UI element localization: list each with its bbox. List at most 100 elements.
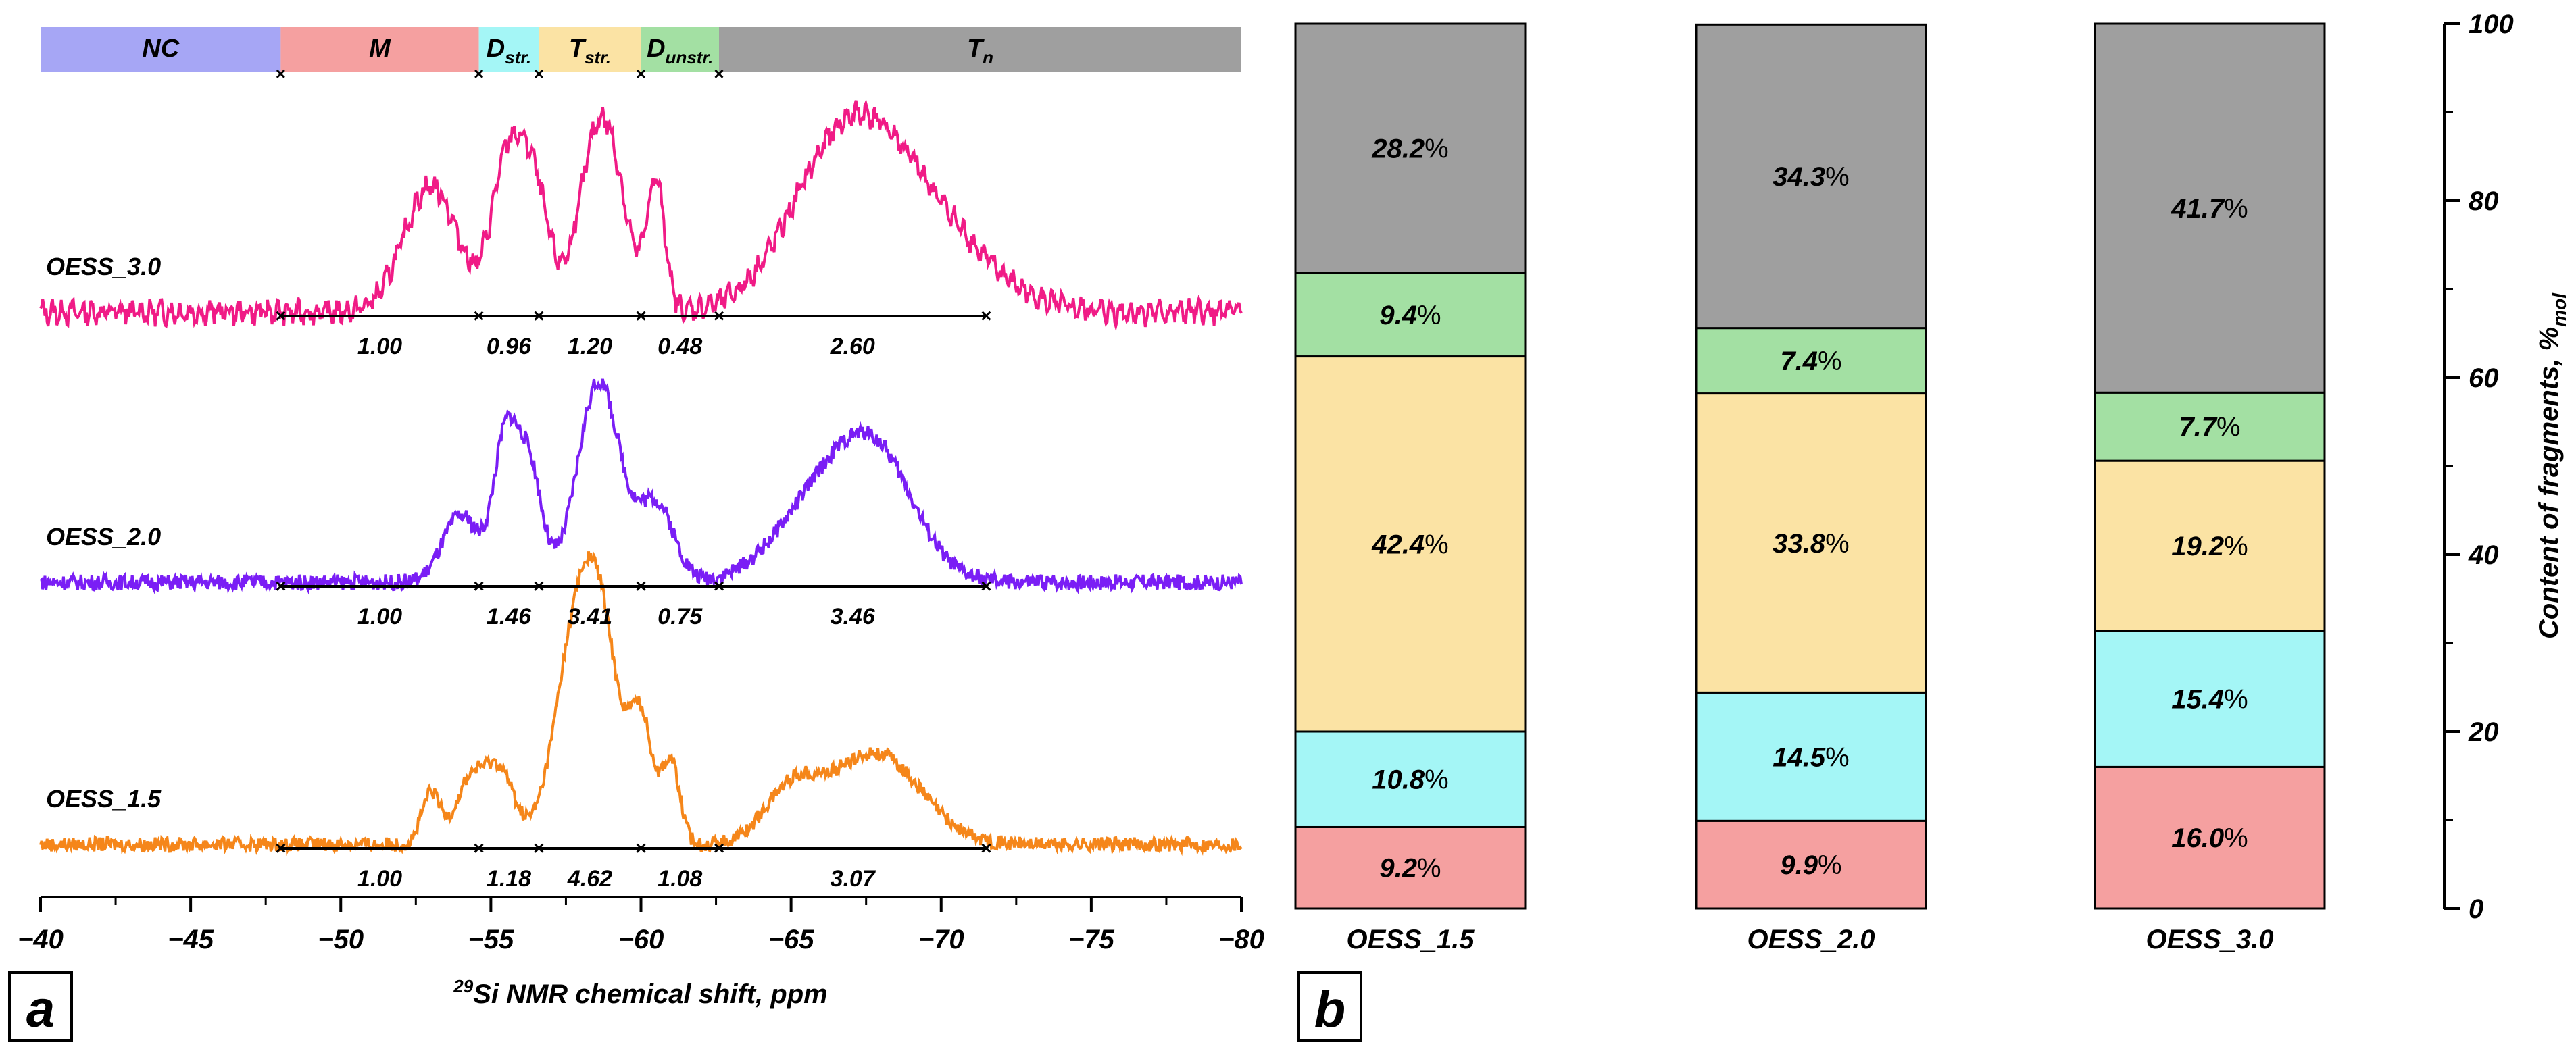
bar-value: 9.9: [1780, 850, 1818, 880]
bar-value: 15.4: [2171, 685, 2224, 715]
y-tick-label-5: 100: [2469, 9, 2514, 39]
y-axis-label-subscript: mol: [2549, 292, 2570, 327]
bar-label-OESS_2.0-D-unstr.: 7.4%: [1780, 347, 1841, 376]
panel-a-label-box: [8, 971, 73, 1042]
region-1-boundary-mark: ×: [276, 63, 286, 84]
bar-OESS_2.0-T-str.: [1695, 392, 1927, 694]
bar-percent-sign: %: [1417, 301, 1441, 330]
bar-label-OESS_2.0-D-str.: 14.5%: [1773, 742, 1849, 772]
integral-value-OESS_1.5-0: 1.00: [357, 866, 402, 892]
category-label-OESS_3.0: OESS_3.0: [2146, 925, 2273, 954]
bar-label-OESS_2.0-Tn: 34.3%: [1773, 162, 1849, 192]
category-labels: OESS_1.5 OESS_2.0 OESS_3.0: [1346, 925, 2273, 954]
panel-b-label-box: [1297, 971, 1362, 1042]
panel-b-label: b: [1314, 981, 1345, 1038]
bar-OESS_1.5-D-unstr.: [1294, 272, 1527, 358]
spectra-lines: [39, 99, 1243, 856]
integration-boundary-OESS_1.5-4: ×: [714, 838, 724, 859]
region-0-band: [41, 27, 281, 72]
bar-value: 7.4: [1780, 347, 1818, 376]
region-3-band: [539, 27, 641, 72]
integral-value-OESS_3.0-3: 0.48: [658, 334, 702, 359]
integration-boundary-OESS_2.0-0: ×: [275, 575, 286, 596]
bar-value: 34.3: [1773, 162, 1825, 192]
region-5-band: [719, 27, 1241, 72]
region-4-name: D: [647, 34, 665, 63]
bar-percent-sign: %: [1825, 162, 1850, 192]
region-3-label: Tstr.: [569, 34, 611, 68]
bar-OESS_1.5-D-str.: [1294, 730, 1527, 828]
integral-value-OESS_2.0-2: 3.41: [568, 604, 612, 630]
bar-label-OESS_3.0-Tn: 41.7%: [2171, 194, 2248, 224]
integration-boundary-OESS_2.0-2: ×: [533, 575, 544, 596]
region-4-boundary-mark: ×: [636, 63, 646, 84]
bar-percent-sign: %: [1825, 742, 1850, 772]
x-tick-label-0: −40: [18, 925, 64, 954]
integral-value-OESS_2.0-4: 3.46: [831, 604, 876, 630]
series-label-OESS_1.5: OESS_1.5: [46, 785, 162, 813]
region-1-band: [280, 27, 479, 72]
integral-value-OESS_3.0-2: 1.20: [568, 334, 612, 359]
bar-label-OESS_3.0-T-str.: 19.2%: [2171, 532, 2248, 561]
y-tick-label-0: 0: [2469, 894, 2483, 924]
bar-OESS_3.0-Tn: [2094, 22, 2326, 394]
bar-OESS_2.0-Tn: [1695, 23, 1927, 330]
region-4-band: [641, 27, 720, 72]
integration-boundary-OESS_3.0-4: ×: [714, 305, 724, 326]
series-labels: OESS_3.0 OESS_2.0 OESS_1.5: [46, 253, 162, 813]
region-4-label: Dunstr.: [647, 34, 713, 68]
integral-value-OESS_2.0-1: 1.46: [487, 604, 532, 630]
integration-boundary-OESS_2.0-5: ×: [981, 575, 991, 596]
integration-boundary-OESS_2.0-1: ×: [473, 575, 484, 596]
region-2-subscript: str.: [505, 47, 531, 68]
bar-value: 9.2: [1379, 854, 1417, 884]
panel-a-label: a: [26, 981, 55, 1038]
panel-a-spectra: NC M×Dstr.×Tstr.×Dunstr.×Tn× × × × × × ×1.00 0.…: [8, 27, 1264, 1042]
bar-label-OESS_1.5-Tn: 28.2%: [1371, 134, 1448, 164]
category-label-OESS_1.5: OESS_1.5: [1346, 925, 1475, 954]
bar-percent-sign: %: [2224, 532, 2248, 561]
integration-boundary-OESS_2.0-4: ×: [714, 575, 724, 596]
region-2-boundary-mark: ×: [474, 63, 484, 84]
integration-boundary-OESS_3.0-2: ×: [533, 305, 544, 326]
region-bar: NC M×Dstr.×Tstr.×Dunstr.×Tn×: [41, 27, 1241, 84]
integral-value-OESS_2.0-0: 1.00: [357, 604, 402, 630]
region-2-label: Dstr.: [487, 34, 531, 68]
y-tick-label-4: 80: [2469, 186, 2499, 216]
x-tick-label-4: −60: [618, 925, 664, 954]
bar-percent-sign: %: [1417, 854, 1441, 884]
bar-label-OESS_3.0-M: 16.0%: [2171, 823, 2248, 853]
integral-value-OESS_3.0-0: 1.00: [357, 334, 402, 359]
region-0-name: NC: [142, 34, 179, 63]
integration-boundary-OESS_3.0-1: ×: [473, 305, 484, 326]
bar-value: 42.4: [1371, 530, 1425, 559]
bar-OESS_2.0-D-str.: [1695, 691, 1927, 822]
bar-OESS_3.0-M: [2094, 765, 2326, 910]
bar-label-OESS_1.5-T-str.: 42.4%: [1371, 530, 1448, 559]
spectrum-OESS_3.0: [39, 99, 1243, 332]
bar-label-OESS_1.5-D-str.: 10.8%: [1372, 765, 1448, 795]
bar-label-OESS_1.5-M: 9.2%: [1379, 854, 1441, 884]
region-5-label: Tn: [967, 34, 993, 68]
x-tick-label-2: −50: [318, 925, 364, 954]
bar-OESS_3.0-T-str.: [2094, 459, 2326, 632]
bar-value: 41.7: [2171, 194, 2225, 224]
integral-value-OESS_3.0-1: 0.96: [487, 334, 532, 359]
x-tick-label-5: −65: [768, 925, 815, 954]
bar-OESS_2.0-D-unstr.: [1695, 327, 1927, 395]
y-axis-label-text: Content of fragments, %: [2534, 327, 2564, 639]
bar-percent-sign: %: [1425, 530, 1449, 559]
bar-value: 7.7: [2179, 413, 2217, 442]
bar-percent-sign: %: [2224, 685, 2248, 715]
category-label-OESS_2.0: OESS_2.0: [1747, 925, 1875, 954]
region-3-boundary-mark: ×: [534, 63, 544, 84]
spectrum-OESS_1.5: [39, 551, 1243, 856]
region-5-boundary-mark: ×: [714, 63, 724, 84]
bar-percent-sign: %: [1818, 347, 1842, 376]
bar-OESS_1.5-Tn: [1294, 22, 1527, 274]
bar-label-OESS_1.5-D-unstr.: 9.4%: [1379, 301, 1441, 330]
y-axis-ticks: 0 20 40 60 80 100: [2444, 9, 2514, 924]
integration-boundary-OESS_3.0-3: ×: [635, 305, 646, 326]
integral-value-OESS_1.5-1: 1.18: [487, 866, 531, 892]
integration-boundary-OESS_2.0-3: ×: [635, 575, 646, 596]
